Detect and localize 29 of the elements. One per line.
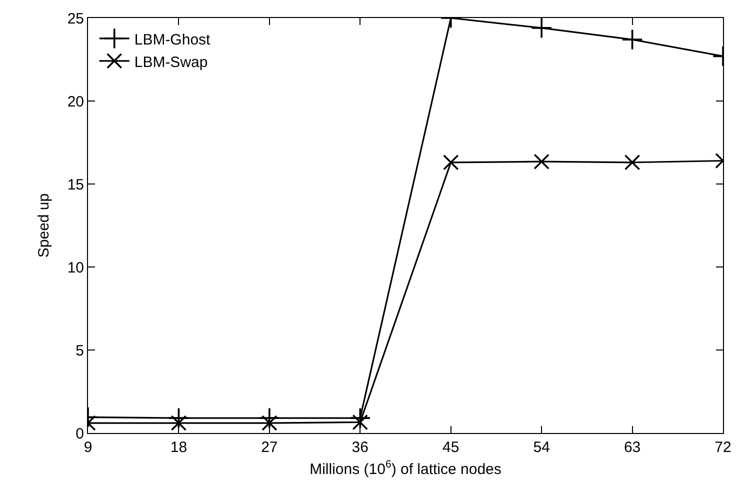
x-tick-label: 72 [714, 439, 732, 456]
x-tick-label: 54 [533, 439, 550, 456]
point [622, 28, 643, 50]
point [262, 415, 278, 431]
point [349, 407, 371, 429]
x-tick-label: 36 [352, 439, 368, 456]
y-tick-label: 0 [76, 425, 84, 442]
x-tick-label: 9 [84, 439, 92, 456]
x-tick-label: 18 [170, 439, 188, 456]
point [442, 154, 459, 170]
y-tick-label: 25 [67, 10, 84, 28]
x-tick-label: 63 [624, 439, 641, 456]
y-tick-label: 10 [67, 259, 84, 276]
y-axis-title: Speed up [36, 193, 53, 258]
x-tick-label: 45 [442, 439, 460, 456]
x-tick-label: 27 [261, 439, 278, 456]
legend-label: LBM-Ghost [134, 31, 212, 48]
point [170, 415, 187, 431]
point [258, 407, 280, 429]
point [624, 154, 640, 170]
x-axis-title: Millions (10$^{6}$) of lattice nodes [310, 458, 502, 478]
point [352, 414, 368, 430]
point [530, 18, 552, 39]
point [168, 407, 190, 429]
y-tick-label: 20 [67, 93, 84, 110]
y-tick-label: 15 [67, 176, 84, 194]
y-tick-label: 5 [76, 342, 84, 360]
legend-label: LBM-Swap [134, 54, 208, 71]
point [534, 154, 550, 170]
